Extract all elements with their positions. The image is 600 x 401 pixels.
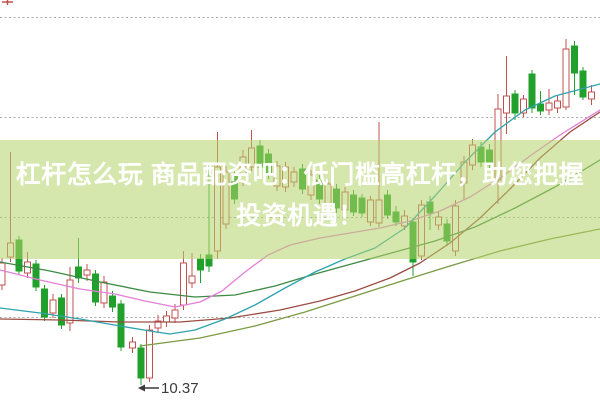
candle-down (511, 90, 519, 120)
candle-up (562, 39, 570, 110)
candle-body (554, 100, 561, 109)
candle-body (579, 70, 587, 98)
candle-up (129, 337, 136, 353)
candle-body (528, 73, 536, 109)
candle-body (545, 102, 553, 111)
candle-body (146, 329, 153, 379)
candle-body (154, 320, 162, 329)
candle-down (92, 270, 99, 306)
candle-up (554, 96, 561, 113)
candle-up (520, 95, 527, 117)
candle-up (66, 267, 74, 331)
candle-body (49, 299, 57, 314)
candle-up (163, 311, 170, 327)
candle-down (579, 67, 587, 100)
candle-body (588, 91, 595, 100)
candle-body (503, 95, 510, 114)
candle-down (109, 291, 116, 312)
candle-down (41, 285, 48, 321)
candle-body (32, 263, 40, 288)
candle-body (92, 273, 99, 303)
candle-down (137, 344, 145, 385)
candle-body (129, 341, 136, 349)
candle-up (545, 89, 553, 115)
candle-body (83, 269, 91, 276)
candle-body (58, 297, 65, 326)
low-price-label: 10.37 (161, 380, 199, 397)
candle-up (154, 315, 162, 333)
candle-up (180, 251, 187, 310)
candle-body (41, 288, 48, 318)
promo-text-line2: 投资机遇！ (236, 202, 364, 230)
candle-down (58, 294, 65, 329)
candle-body (137, 347, 145, 379)
promo-banner-overlay: 杠杆怎么玩 商品配资吧：低门槛高杠杆，助您把握 投资机遇！ (0, 140, 600, 259)
candle-up (503, 56, 510, 134)
candle-up (146, 325, 153, 382)
candle-body (520, 98, 527, 114)
candle-up (49, 294, 57, 318)
candle-down (571, 41, 578, 95)
candle-body (171, 309, 179, 319)
candle-up (588, 85, 595, 105)
candle-body (66, 279, 74, 324)
candle-body (180, 262, 187, 306)
corner-tick (2, 0, 13, 5)
candle-body (0, 262, 6, 286)
candle-body (562, 48, 570, 108)
candle-down (528, 70, 536, 113)
candle-body (188, 275, 196, 284)
low-price-annotation: 10.37 (138, 380, 199, 397)
candle-body (571, 45, 578, 74)
candle-body (75, 266, 82, 279)
candle-down (32, 260, 40, 291)
low-price-arrow-head (138, 384, 145, 392)
candle-body (109, 295, 116, 308)
promo-text-line1: 杠杆怎么玩 商品配资吧：低门槛高杠杆，助您把握 (15, 161, 585, 189)
candle-body (163, 315, 170, 323)
candle-body (511, 93, 519, 114)
candle-body (197, 258, 204, 271)
ma-cyan (0, 83, 600, 335)
candle-up (83, 264, 91, 281)
candle-body (537, 103, 544, 112)
